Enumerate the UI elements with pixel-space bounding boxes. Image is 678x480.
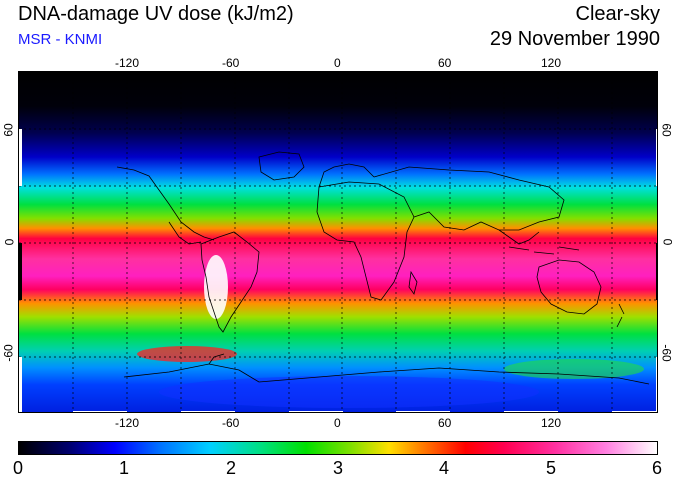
colorbar-label: 4: [439, 458, 450, 478]
lon-tick-top: 60: [438, 56, 452, 70]
lat-tick-right: 0: [660, 238, 675, 246]
south-america-coast: [200, 231, 260, 333]
lat-tick-left: -60: [1, 344, 16, 362]
lon-tick-bottom: -60: [222, 416, 240, 430]
lon-tick-top: -120: [115, 56, 140, 70]
indonesia-islands: [508, 246, 580, 255]
lon-tick-top: 120: [541, 56, 562, 70]
frame-ticks: [19, 72, 657, 412]
antarctica-coast: [123, 363, 650, 385]
lon-tick-bottom: 0: [334, 416, 341, 430]
graticule: [19, 72, 657, 412]
southeast-asia-coast: [498, 229, 540, 245]
colorbar-label: 5: [546, 458, 557, 478]
map-title: DNA-damage UV dose (kJ/m2): [18, 3, 294, 25]
map-overlay: [19, 72, 657, 412]
sky-condition: Clear-sky: [575, 3, 660, 25]
andes-high-dose: [204, 255, 228, 319]
coastlines: [116, 151, 650, 385]
north-america-coast: [116, 166, 215, 241]
greenland-coast: [258, 151, 305, 181]
antarctic-high-dose: [504, 359, 644, 379]
uv-dose-map: [18, 71, 658, 413]
lon-tick-bottom: -120: [115, 416, 140, 430]
colorbar-label: 3: [333, 458, 344, 478]
europe-coast: [318, 163, 375, 188]
madagascar: [408, 270, 418, 295]
colorbar-label: 6: [652, 458, 663, 478]
asia-coast: [373, 166, 565, 231]
colorbar-label: 2: [226, 458, 237, 478]
australia-coast: [536, 259, 602, 315]
lat-tick-left: 60: [1, 123, 16, 137]
lat-tick-left: 0: [2, 238, 17, 246]
ozone-hole-high-dose: [137, 346, 237, 362]
lat-tick-right: 60: [659, 123, 674, 137]
africa-coast: [316, 181, 415, 301]
lon-tick-bottom: 120: [541, 416, 562, 430]
lon-tick-top: -60: [222, 56, 240, 70]
colorbar: [18, 441, 658, 455]
map-subtitle: MSR - KNMI: [18, 31, 103, 48]
lon-tick-top: 0: [334, 56, 341, 70]
antarctic-low-dose: [159, 376, 539, 408]
lon-tick-bottom: 60: [438, 416, 452, 430]
new-zealand: [616, 303, 625, 328]
colorbar-label: 1: [119, 458, 130, 478]
colorbar-label: 0: [13, 458, 24, 478]
map-date: 29 November 1990: [489, 28, 660, 50]
lat-tick-right: -60: [659, 344, 674, 362]
